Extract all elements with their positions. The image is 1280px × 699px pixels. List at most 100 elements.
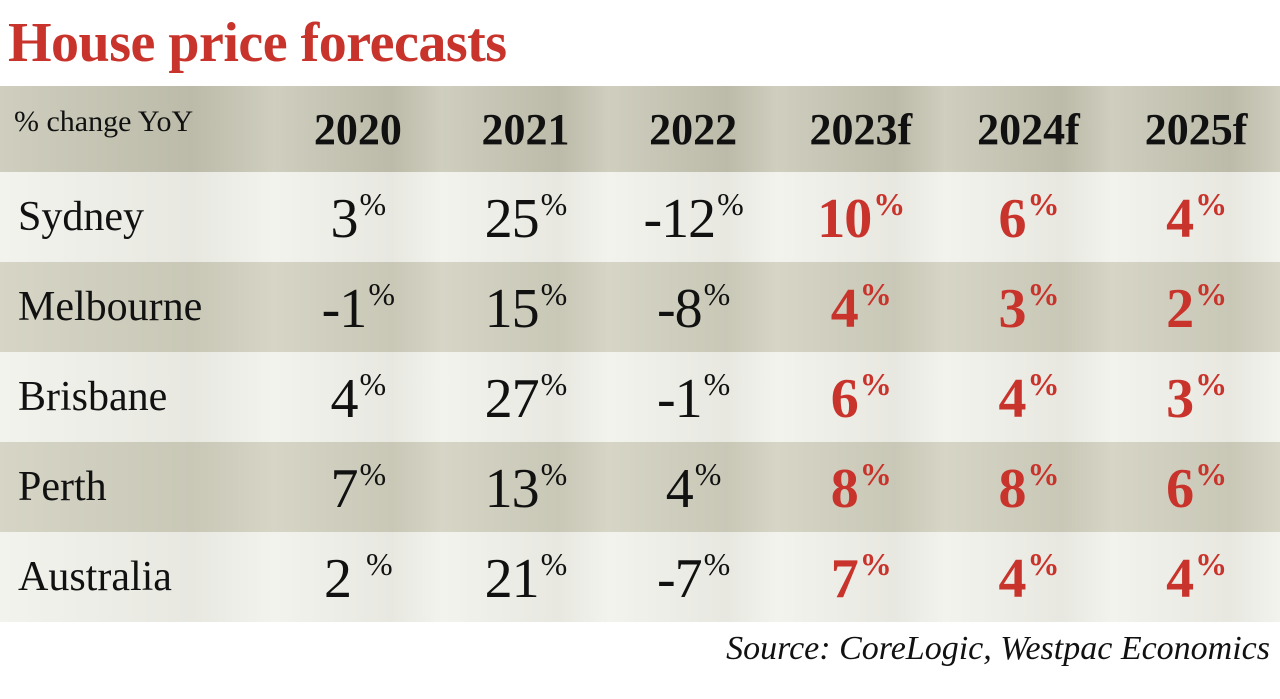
percent-sign: % — [1195, 365, 1227, 402]
row-label: Australia — [18, 554, 172, 600]
row-label: Melbourne — [18, 284, 203, 330]
percent-sign: % — [540, 545, 568, 582]
value-cell: 2% — [1112, 262, 1280, 352]
value-number: 7 — [830, 547, 859, 610]
actual-value: 4% — [665, 455, 722, 520]
percent-sign: % — [1195, 545, 1227, 582]
percent-sign: % — [1027, 185, 1059, 222]
value-cell: 3% — [1112, 352, 1280, 442]
value-cell: -1% — [273, 262, 442, 352]
value-number: -1 — [656, 367, 703, 430]
forecast-value: 4% — [998, 545, 1059, 610]
percent-sign: % — [873, 185, 905, 222]
row-label: Perth — [18, 464, 107, 510]
percent-sign: % — [1027, 455, 1059, 492]
percent-sign: % — [703, 365, 731, 402]
actual-value: -1% — [656, 365, 731, 430]
value-cell: 4% — [944, 532, 1113, 622]
value-number: 3 — [1166, 367, 1194, 430]
table-row: Australia 2 % 21% -7% 7% 4% 4% — [0, 532, 1280, 622]
percent-sign: % — [1027, 275, 1059, 312]
column-header-label: 2024f — [977, 104, 1080, 154]
row-label: Brisbane — [18, 374, 168, 420]
value-cell: 4% — [273, 352, 442, 442]
header-label-cell: % change YoY — [0, 86, 274, 172]
value-number: 4 — [998, 367, 1026, 430]
value-cell: 3% — [273, 172, 442, 262]
value-cell: 3% — [944, 262, 1113, 352]
forecast-value: 8% — [831, 458, 892, 520]
value-cell: 7% — [776, 532, 945, 622]
percent-sign: % — [1195, 455, 1227, 492]
value-number: 4 — [330, 367, 358, 430]
value-cell: 13% — [441, 442, 610, 532]
value-number: 2 — [323, 547, 364, 610]
forecast-value: 10% — [817, 185, 905, 250]
value-number: 25 — [484, 187, 540, 250]
actual-value: 3% — [330, 188, 386, 250]
forecast-value: 6% — [998, 185, 1059, 250]
column-header: 2020 — [273, 86, 442, 172]
value-cell: 4% — [1112, 172, 1280, 262]
percent-sign: % — [703, 545, 731, 582]
column-header-label: 2021 — [481, 104, 570, 154]
value-number: 15 — [484, 277, 540, 340]
value-number: 13 — [484, 457, 540, 520]
column-header: 2022 — [609, 86, 777, 172]
actual-value: 4% — [330, 365, 386, 430]
percent-sign: % — [717, 185, 744, 222]
value-number: 6 — [830, 367, 859, 430]
percent-sign: % — [1027, 545, 1059, 582]
column-header-label: 2020 — [313, 104, 402, 154]
actual-value: -12% — [643, 185, 744, 250]
value-number: -12 — [643, 187, 716, 250]
value-number: 7 — [330, 457, 358, 520]
value-cell: 7% — [273, 442, 442, 532]
value-number: 8 — [998, 457, 1026, 520]
table-row: Melbourne -1% 15% -8% 4% 3% 2% — [0, 262, 1280, 352]
percent-sign: % — [859, 275, 892, 312]
row-label-cell: Australia — [0, 532, 274, 622]
actual-value: 2 % — [323, 547, 393, 610]
value-cell: 6% — [1112, 442, 1280, 532]
percent-sign: % — [540, 185, 568, 222]
percent-sign: % — [1195, 185, 1227, 222]
percent-sign: % — [359, 365, 386, 402]
percent-sign: % — [703, 275, 731, 312]
value-number: 4 — [830, 277, 859, 340]
source-note: Source: CoreLogic, Westpac Economics — [726, 630, 1270, 667]
percent-sign: % — [859, 545, 892, 582]
value-number: 4 — [998, 547, 1026, 610]
forecast-value: 4% — [1166, 185, 1227, 250]
value-cell: 6% — [776, 352, 945, 442]
value-cell: 4% — [609, 442, 777, 532]
actual-value: 7% — [330, 457, 386, 520]
column-header: 2021 — [441, 86, 610, 172]
header-row: % change YoY 2020 2021 2022 2023f 2024f … — [0, 86, 1280, 172]
value-number: 10 — [817, 187, 872, 250]
percent-sign: % — [1195, 275, 1227, 312]
value-cell: -8% — [609, 262, 777, 352]
row-label-cell: Brisbane — [0, 352, 274, 442]
forecast-value: 4% — [830, 275, 892, 340]
column-header-label: 2025f — [1144, 104, 1248, 154]
forecast-value: 3% — [1166, 365, 1227, 430]
percent-sign: % — [694, 455, 722, 492]
forecast-value: 6% — [830, 367, 892, 430]
actual-value: 21% — [484, 545, 568, 610]
column-header: 2024f — [944, 86, 1113, 172]
value-cell: 10% — [776, 172, 945, 262]
value-cell: 8% — [944, 442, 1113, 532]
value-number: -7 — [656, 547, 703, 610]
value-cell: -1% — [609, 352, 777, 442]
value-number: 27 — [484, 367, 540, 430]
table-row: Brisbane 4% 27% -1% 6% 4% 3% — [0, 352, 1280, 442]
actual-value: -8% — [657, 275, 731, 340]
value-cell: 27% — [441, 352, 610, 442]
value-number: 6 — [1166, 457, 1194, 520]
value-number: 4 — [665, 457, 694, 520]
forecast-value: 2% — [1166, 275, 1227, 340]
value-number: 21 — [484, 547, 540, 610]
value-number: -1 — [321, 277, 368, 340]
value-number: 6 — [998, 187, 1026, 250]
